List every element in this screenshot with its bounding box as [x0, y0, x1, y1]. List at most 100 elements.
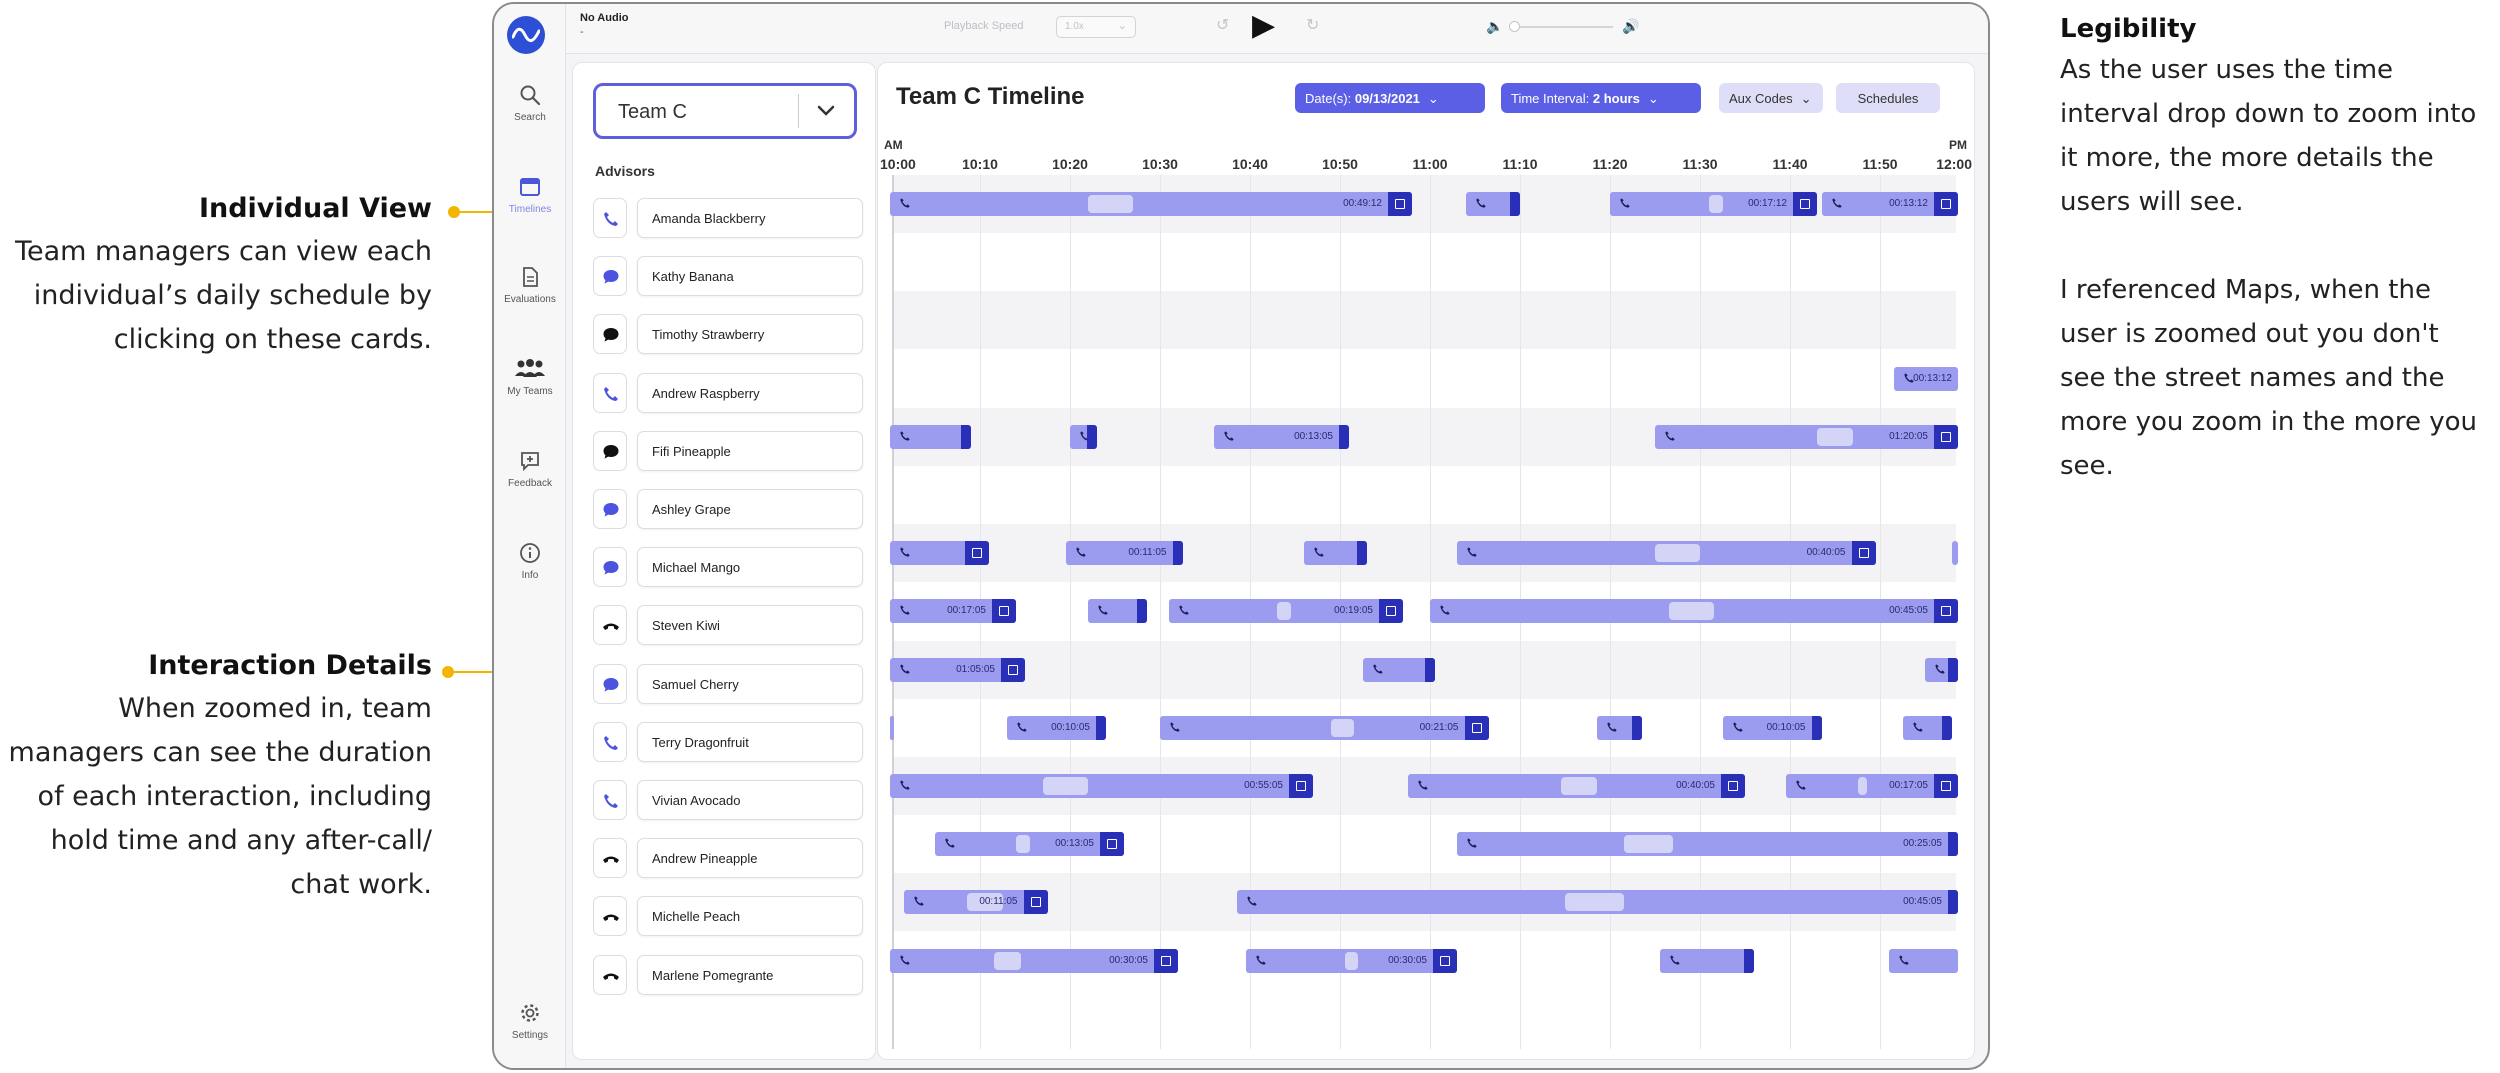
interaction-bar[interactable]: 00:19:05 — [1169, 599, 1403, 624]
volume-low-icon[interactable]: 🔈 — [1486, 18, 1504, 34]
interaction-bar[interactable]: 00:11:05 — [903, 890, 1048, 915]
interaction-bar[interactable]: 00:13:05 — [935, 832, 1124, 857]
sidebar-item-timelines[interactable]: Timelines — [494, 176, 566, 215]
advisor-channel-button[interactable] — [593, 721, 627, 762]
advisor-channel-button[interactable] — [593, 314, 627, 355]
advisor-name[interactable]: Marlene Pomegrante — [637, 954, 863, 995]
interaction-bar[interactable]: 00:11:05 — [1065, 541, 1183, 566]
interaction-bar[interactable] — [1902, 715, 1952, 740]
advisor-name[interactable]: Andrew Pineapple — [637, 838, 863, 879]
advisor-channel-button[interactable] — [593, 430, 627, 471]
schedules-button[interactable]: Schedules — [1836, 83, 1940, 113]
interaction-bar[interactable] — [890, 541, 989, 566]
interaction-bar[interactable]: 00:55:05 — [890, 774, 1313, 798]
interaction-bar[interactable] — [1070, 424, 1097, 449]
advisors-panel: Team C Advisors Amanda Blackberry Kathy … — [572, 62, 876, 1060]
date-filter-button[interactable]: Date(s): 09/13/2021 ⌄ — [1295, 83, 1485, 113]
interaction-duration: 00:40:05 — [1676, 780, 1715, 791]
advisor-channel-button[interactable] — [593, 663, 627, 704]
advisor-channel-button[interactable] — [593, 838, 627, 879]
advisor-channel-button[interactable] — [593, 372, 627, 413]
play-icon[interactable]: ▶ — [1252, 9, 1276, 42]
interaction-bar[interactable] — [1596, 715, 1642, 740]
chat-bubble-icon — [603, 503, 619, 517]
advisor-name[interactable]: Ashley Grape — [637, 489, 863, 529]
sidebar-item-my-teams[interactable]: My Teams — [494, 358, 566, 397]
gear-icon — [521, 1004, 539, 1022]
forward-icon[interactable]: ↻ — [1306, 17, 1320, 34]
interaction-bar[interactable] — [1925, 657, 1958, 682]
advisor-name[interactable]: Michael Mango — [637, 547, 863, 588]
pm-label: PM — [1949, 138, 1967, 152]
sidebar-item-search[interactable]: Search — [494, 84, 566, 123]
interaction-bar[interactable]: 00:13:12 — [1821, 192, 1958, 216]
advisor-channel-button[interactable] — [593, 605, 627, 646]
sidebar-item-info[interactable]: Info — [494, 542, 566, 581]
interaction-bar[interactable]: 00:13:05 — [1214, 424, 1349, 449]
advisor-channel-button[interactable] — [593, 489, 627, 529]
interaction-bar[interactable] — [1304, 541, 1367, 566]
advisor-name[interactable]: Terry Dragonfruit — [637, 721, 863, 762]
interaction-bar[interactable]: 00:45:05 — [1430, 599, 1958, 624]
advisor-channel-button[interactable] — [593, 896, 627, 937]
time-interval-button[interactable]: Time Interval: 2 hours ⌄ — [1501, 83, 1701, 113]
advisor-channel-button[interactable] — [593, 780, 627, 820]
interaction-bar[interactable]: 00:17:05 — [1785, 774, 1958, 798]
advisor-name[interactable]: Samuel Cherry — [637, 663, 863, 704]
app-logo[interactable] — [507, 16, 545, 54]
interaction-bar[interactable]: 00:10:05 — [1007, 715, 1106, 740]
interaction-bar[interactable] — [1088, 599, 1147, 624]
interaction-bar[interactable] — [1952, 541, 1958, 566]
interaction-bar[interactable] — [1889, 948, 1958, 973]
interaction-bar[interactable]: 00:17:05 — [890, 599, 1016, 624]
advisor-name[interactable]: Amanda Blackberry — [637, 198, 863, 238]
interaction-bar[interactable]: 00:10:05 — [1722, 715, 1822, 740]
advisor-name[interactable]: Fifi Pineapple — [637, 430, 863, 471]
sidebar-item-feedback[interactable]: Feedback — [494, 450, 566, 489]
interaction-bar[interactable]: 01:20:05 — [1655, 424, 1958, 449]
advisor-name[interactable]: Michelle Peach — [637, 896, 863, 937]
interaction-bar[interactable]: 01:05:05 — [890, 657, 1025, 682]
volume-slider[interactable] — [1511, 26, 1613, 28]
advisor-name[interactable]: Andrew Raspberry — [637, 372, 863, 413]
advisor-name[interactable]: Vivian Avocado — [637, 780, 863, 820]
advisor-channel-button[interactable] — [593, 547, 627, 588]
playback-speed-select[interactable]: 1.0x ⌄ — [1056, 16, 1136, 38]
interaction-bar[interactable]: 00:40:05 — [1457, 541, 1876, 566]
interaction-duration: 01:20:05 — [1889, 430, 1928, 442]
advisor-channel-button[interactable] — [593, 256, 627, 297]
interaction-bar[interactable]: 00:40:05 — [1407, 774, 1745, 798]
interaction-bar[interactable]: 00:30:05 — [890, 948, 1178, 973]
interaction-bar[interactable]: 00:25:05 — [1457, 832, 1958, 857]
interaction-bar[interactable]: 00:21:05 — [1160, 715, 1489, 740]
advisor-name[interactable]: Timothy Strawberry — [637, 314, 863, 355]
interaction-bar[interactable] — [1466, 192, 1520, 216]
rewind-icon[interactable]: ↺ — [1216, 17, 1230, 34]
after-call-work-segment — [1001, 657, 1025, 682]
after-call-work-segment — [1721, 774, 1745, 798]
advisor-channel-button[interactable] — [593, 198, 627, 238]
interaction-bar[interactable]: 00:30:05 — [1245, 948, 1457, 973]
interaction-duration: 00:45:05 — [1889, 605, 1928, 617]
interaction-bar[interactable] — [890, 424, 971, 449]
advisor-name[interactable]: Kathy Banana — [637, 256, 863, 297]
annotation-line: it more, the more details the — [2060, 143, 2434, 173]
team-select[interactable]: Team C — [593, 83, 857, 139]
volume-high-icon[interactable]: 🔊 — [1622, 18, 1640, 34]
interaction-bar[interactable]: 00:45:05 — [1236, 890, 1958, 915]
timeline-panel: Team C Timeline Date(s): 09/13/2021 ⌄ Tim… — [877, 62, 1975, 1060]
interaction-bar[interactable]: 00:49:12 — [890, 192, 1412, 216]
interaction-bar[interactable] — [1659, 948, 1754, 973]
interaction-bar[interactable]: 00:17:12 — [1610, 192, 1817, 216]
interaction-bar[interactable]: 00:13:12 — [1893, 366, 1958, 391]
sidebar-item-settings[interactable]: Settings — [494, 1002, 566, 1041]
sidebar-item-evaluations[interactable]: Evaluations — [494, 266, 566, 305]
interaction-bar[interactable] — [890, 715, 894, 740]
volume-slider-handle[interactable] — [1509, 21, 1520, 32]
phone-icon — [900, 663, 910, 674]
interaction-bar[interactable] — [1362, 657, 1435, 682]
advisor-channel-button[interactable] — [593, 954, 627, 995]
advisor-name[interactable]: Steven Kiwi — [637, 605, 863, 646]
annotation-line: of each interaction, including — [37, 781, 432, 812]
aux-codes-button[interactable]: Aux Codes ⌄ — [1719, 83, 1823, 113]
